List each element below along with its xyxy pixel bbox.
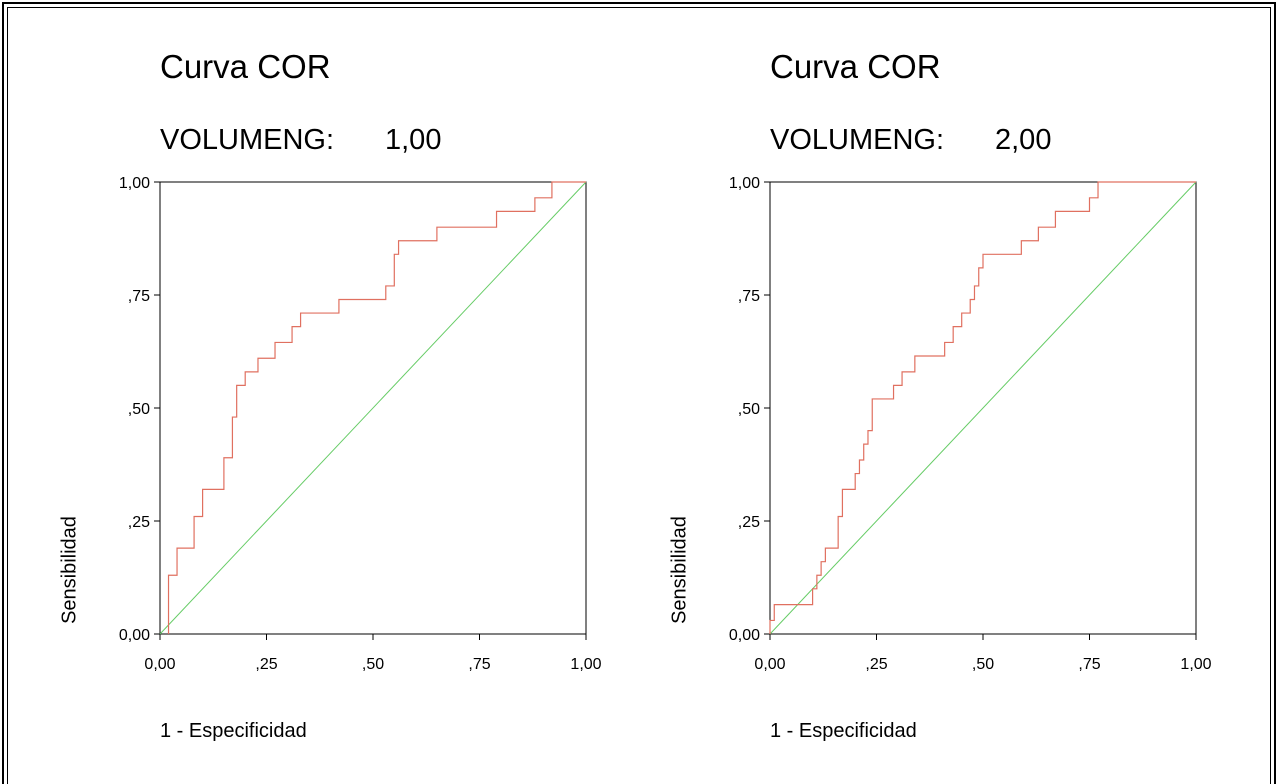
subtitle-value: 2,00 xyxy=(995,124,1052,156)
x-tick-label: 1,00 xyxy=(1180,656,1211,673)
y-tick-label: ,50 xyxy=(738,401,760,418)
y-tick-label: 1,00 xyxy=(729,175,760,192)
x-axis-label: 1 - Especificidad xyxy=(160,720,307,742)
x-tick-label: ,50 xyxy=(362,656,384,673)
chart-title: Curva COR xyxy=(770,48,941,85)
y-tick-label: 0,00 xyxy=(119,627,150,644)
x-tick-label: ,25 xyxy=(255,656,277,673)
y-tick-label: ,50 xyxy=(128,401,150,418)
y-tick-label: ,75 xyxy=(738,288,760,305)
x-tick-label: ,75 xyxy=(1078,656,1100,673)
x-tick-label: ,25 xyxy=(865,656,887,673)
subtitle-value: 1,00 xyxy=(385,124,442,156)
roc-plot: 0,00 ,25 ,50 ,75 1,00 0,00 ,25 ,50 ,75 1,00 xyxy=(119,175,602,673)
x-tick-label: 0,00 xyxy=(144,656,175,673)
y-tick-label: ,25 xyxy=(128,514,150,531)
chart-subtitle: VOLUMENG: 2,00 xyxy=(770,124,1051,157)
chart-title: Curva COR xyxy=(160,48,331,85)
inner-frame xyxy=(7,7,1271,784)
x-tick-label: 1,00 xyxy=(570,656,601,673)
x-axis-label: 1 - Especificidad xyxy=(770,720,917,742)
roc-curve-line xyxy=(167,181,586,634)
y-tick-label: ,25 xyxy=(738,514,760,531)
chart-subtitle: VOLUMENG: 1,00 xyxy=(160,124,441,157)
x-tick-label: ,50 xyxy=(972,656,994,673)
x-tick-label: 0,00 xyxy=(754,656,785,673)
y-tick-label: 1,00 xyxy=(119,175,150,192)
chart-panel-right: Curva COR VOLUMENG: 2,00 Sensibilidad 1 -… xyxy=(610,0,1230,784)
subtitle-label: VOLUMENG: xyxy=(770,124,945,156)
x-tick-label: ,75 xyxy=(468,656,490,673)
roc-plot: 0,00 ,25 ,50 ,75 1,00 0,00 ,25 ,50 ,75 1,00 xyxy=(729,175,1212,673)
y-tick-label: ,75 xyxy=(128,288,150,305)
subtitle-label: VOLUMENG: xyxy=(160,124,335,156)
reference-line xyxy=(159,181,587,635)
y-tick-label: 0,00 xyxy=(729,627,760,644)
roc-curve-line xyxy=(769,181,1196,634)
reference-line xyxy=(769,181,1197,635)
chart-panel-left: Curva COR VOLUMENG: 1,00 Sensibilidad 1 -… xyxy=(0,0,620,784)
